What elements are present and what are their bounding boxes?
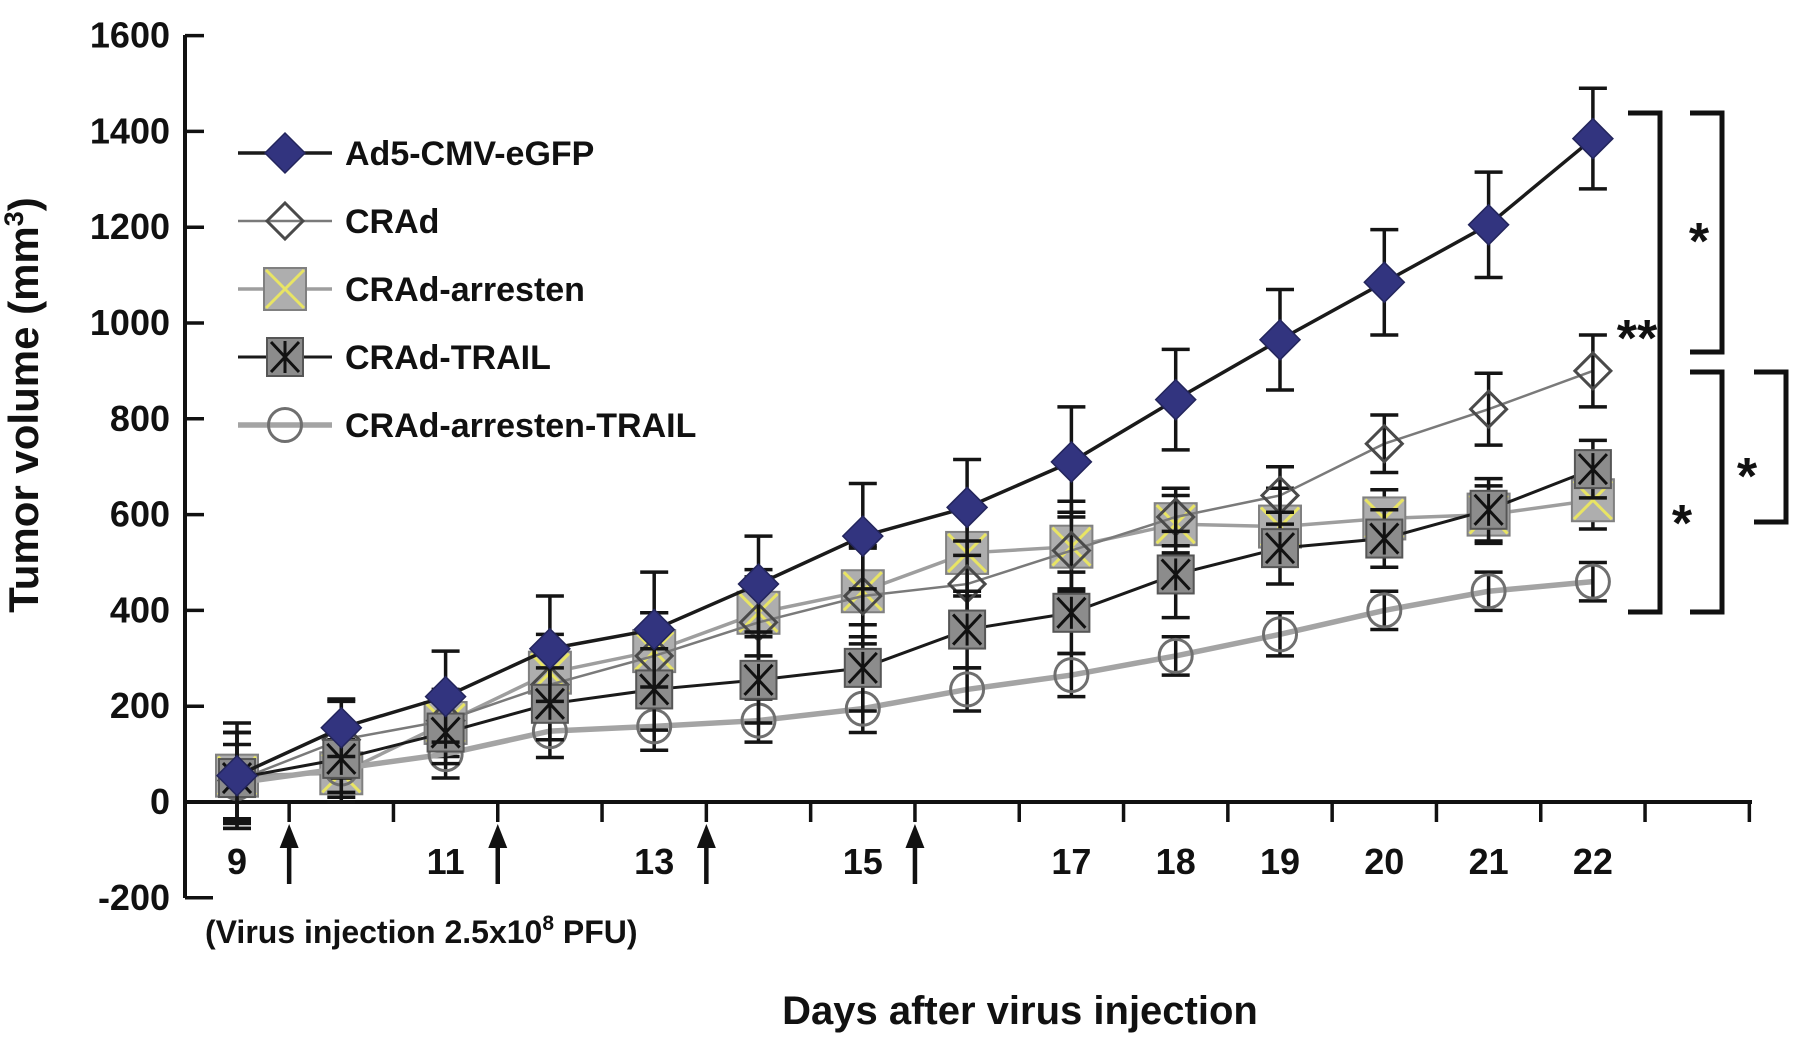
- x-tick-label: 13: [634, 841, 674, 882]
- open-circle-marker: [1157, 637, 1194, 674]
- x-tick-label: 11: [427, 841, 465, 882]
- legend-item-Ad5-CMV-eGFP: Ad5-CMV-eGFP: [238, 131, 594, 175]
- y-tick-label: 800: [110, 398, 170, 439]
- open-circle-marker: [1366, 592, 1403, 629]
- filled-diamond-marker: [633, 608, 676, 651]
- filled-diamond-marker: [320, 706, 363, 749]
- markers: [215, 117, 1614, 797]
- filled-diamond-marker: [263, 131, 307, 175]
- significance-star: **: [1617, 310, 1658, 368]
- filled-diamond-marker: [841, 515, 884, 558]
- x-axis-title: Days after virus injection: [782, 989, 1258, 1033]
- y-tick-label: 0: [150, 781, 170, 822]
- filled-diamond-marker: [424, 675, 467, 718]
- open-circle-marker: [267, 407, 303, 443]
- open-circle-marker: [1053, 657, 1090, 694]
- legend-label: CRAd: [345, 203, 439, 241]
- series-line: [236, 137, 1595, 778]
- filled-diamond-marker: [946, 486, 989, 529]
- injection-note: (Virus injection 2.5x108 PFU): [205, 912, 638, 950]
- significance-bracket: [1754, 369, 1789, 525]
- series-Ad5-CMV-eGFP: [215, 86, 1614, 831]
- axes: -200 0 200 400 600 800 1000 1200 1400 1600 9 11 13 15…: [90, 15, 1752, 918]
- series-CRAd-arresten-TRAIL: [219, 560, 1611, 823]
- significance-bracket: [1628, 110, 1663, 615]
- x-tick-label: 19: [1260, 841, 1300, 882]
- legend-item-CRAd: CRAd: [238, 200, 439, 242]
- open-circle-marker: [1574, 563, 1611, 600]
- y-axis-ticks: -200 0 200 400 600 800 1000 1200 1400 1600: [90, 15, 213, 918]
- significance-star: *: [1737, 448, 1758, 506]
- open-circle-marker: [949, 671, 986, 708]
- markers: [219, 563, 1611, 801]
- significance-bracket: [1690, 110, 1725, 355]
- legend-label: Ad5-CMV-eGFP: [345, 135, 594, 173]
- legend-item-CRAd-arresten: CRAd-arresten: [238, 267, 585, 311]
- open-diamond-marker: [1572, 350, 1614, 392]
- filled-diamond-marker: [528, 627, 571, 670]
- injection-arrow-head: [696, 824, 716, 848]
- significance-bracket: [1690, 369, 1725, 615]
- open-diamond-marker: [1468, 389, 1509, 430]
- legend: Ad5-CMV-eGFP CRAd CRAd-arresten CRAd-TRAIL C…: [238, 131, 696, 445]
- injection-arrow-head: [488, 824, 508, 848]
- filled-diamond-marker: [1050, 440, 1093, 483]
- yellow-x-stroke: [264, 268, 306, 310]
- y-tick-label: 1200: [90, 206, 170, 247]
- y-tick-label: 1600: [90, 15, 170, 56]
- filled-diamond-marker: [1363, 261, 1406, 304]
- filled-diamond-marker: [1571, 117, 1614, 160]
- injection-arrow-head: [279, 824, 299, 848]
- filled-diamond-marker: [737, 562, 780, 606]
- filled-diamond-marker: [1154, 378, 1197, 421]
- y-tick-label: -200: [98, 877, 170, 918]
- filled-diamond-marker: [1467, 203, 1510, 246]
- titles: Tumor volume (mm3) Days after virus injec…: [0, 197, 1258, 1033]
- y-axis-title: Tumor volume (mm3): [0, 197, 47, 613]
- open-diamond-marker: [1364, 423, 1405, 464]
- x-tick-label: 9: [227, 841, 247, 882]
- y-tick-label: 600: [110, 494, 170, 535]
- significance-star: *: [1689, 213, 1710, 271]
- y-tick-label: 400: [110, 589, 170, 630]
- legend-item-CRAd-arresten-TRAIL: CRAd-arresten-TRAIL: [238, 407, 696, 445]
- x-tick-label: 21: [1469, 841, 1509, 882]
- series: [215, 86, 1615, 831]
- y-tick-label: 200: [110, 685, 170, 726]
- y-tick-label: 1400: [90, 110, 170, 151]
- open-diamond-marker: [264, 200, 306, 242]
- markers: [215, 478, 1615, 798]
- y-tick-label: 1000: [90, 302, 170, 343]
- x-tick-label: 20: [1364, 841, 1404, 882]
- filled-diamond-marker: [1258, 318, 1302, 361]
- open-circle-marker: [1470, 573, 1507, 610]
- significance-star: *: [1672, 495, 1693, 553]
- legend-label: CRAd-TRAIL: [345, 339, 551, 377]
- x-tick-label: 17: [1051, 841, 1091, 882]
- injection-arrows: [279, 824, 925, 884]
- significance-annotations: *****: [1617, 110, 1789, 615]
- x-tick-label: 18: [1156, 841, 1196, 882]
- legend-item-CRAd-TRAIL: CRAd-TRAIL: [238, 337, 551, 377]
- legend-label: CRAd-arresten-TRAIL: [345, 407, 696, 445]
- x-tick-label: 22: [1573, 841, 1613, 882]
- legend-label: CRAd-arresten: [345, 271, 585, 309]
- x-tick-label: 15: [843, 841, 883, 882]
- injection-arrow-head: [905, 824, 925, 848]
- open-diamond-marker: [1051, 530, 1092, 571]
- open-circle-marker: [1262, 616, 1298, 653]
- filled-diamond-marker: [215, 754, 259, 797]
- x-axis-ticks: 9 11 13 15 17 18 19 20 21 22: [227, 802, 1752, 882]
